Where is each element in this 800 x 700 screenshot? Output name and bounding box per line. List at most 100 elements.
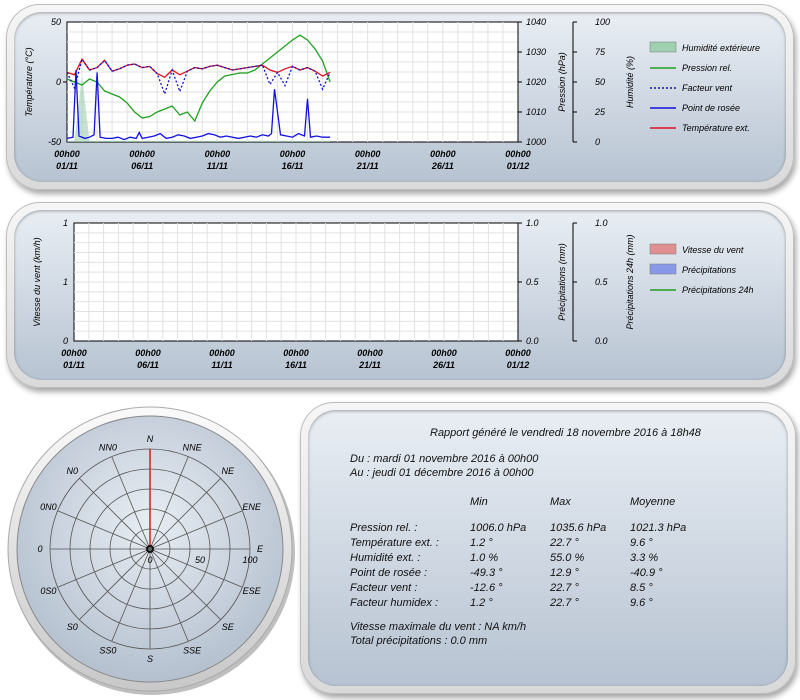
- left-tick-label: 1: [63, 277, 68, 287]
- x-tick-label: 00h00: [357, 348, 383, 358]
- x-tick-label: 06/11: [131, 161, 153, 171]
- rose-spoke: [79, 478, 151, 550]
- rose-direction-label: ENE: [242, 502, 262, 512]
- x-tick-label: 01/12: [507, 360, 530, 370]
- wind-rose: N NNE NE ENE E ESE SE SSE S SS0 S0 0S0 0 0N0 N0 NN0 0 50 1…: [7, 406, 295, 695]
- legend-label: Humidité extérieure: [682, 43, 760, 53]
- legend-label: Pression rel.: [682, 63, 732, 73]
- rose-spoke: [149, 456, 189, 550]
- x-tick-label: 11/11: [211, 360, 232, 370]
- x-tick-label: 26/11: [432, 360, 455, 370]
- right1-tick-label: 1000: [526, 137, 546, 147]
- left-tick-label: 0: [56, 77, 61, 87]
- rose-direction-label: 0S0: [40, 586, 56, 596]
- right1-tick-label: 1010: [526, 107, 546, 117]
- x-tick-label: 11/11: [207, 161, 228, 171]
- rose-direction-label: NNE: [183, 442, 203, 452]
- right2-tick-label: 0.0: [595, 336, 608, 346]
- report-title: Rapport généré le vendredi 18 novembre 2…: [430, 427, 701, 439]
- rose-radial-tick: 0: [147, 555, 152, 565]
- rose-spoke: [57, 510, 151, 550]
- report-cell-min: -12.6 °: [470, 582, 503, 594]
- rose-direction-label: E: [257, 544, 264, 554]
- rose-direction-label: ESE: [243, 586, 262, 596]
- rose-spoke: [111, 548, 151, 642]
- report-cell-max: 22.7 °: [550, 537, 579, 549]
- series-line: [66, 69, 331, 141]
- legend-label: Précipitations 24h: [682, 285, 754, 295]
- x-tick-label: 16/11: [285, 360, 307, 370]
- report-cell-max: 12.9 °: [550, 567, 579, 579]
- x-tick-label: 16/11: [282, 161, 304, 171]
- left-tick-label: 1: [63, 218, 68, 228]
- report-cell-max: 1035.6 hPa: [550, 522, 607, 534]
- x-tick-label: 00h00: [355, 149, 381, 159]
- right2-tick-label: 1.0: [595, 218, 608, 228]
- x-tick-label: 06/11: [137, 360, 159, 370]
- x-tick-label: 21/11: [358, 360, 381, 370]
- report-panel: [300, 402, 796, 694]
- rose-center-dot: [148, 547, 152, 551]
- right1-tick-label: 0.0: [526, 336, 539, 346]
- left-tick-label: 0: [63, 336, 68, 346]
- left-tick-label: -50: [48, 137, 61, 147]
- left-tick-label: 50: [51, 17, 61, 27]
- x-tick-label: 00h00: [135, 348, 161, 358]
- report-cell-label: Humidité ext. :: [350, 552, 421, 564]
- report-cell-avg: 1021.3 hPa: [630, 522, 687, 534]
- report-cell-label: Point de rosée :: [350, 567, 428, 579]
- report-cell-max: 55.0 %: [550, 552, 585, 564]
- report-cell-min: -49.3 °: [470, 567, 503, 579]
- rose-direction-label: SSE: [183, 646, 202, 656]
- weather-chart: 00h00 01/11 00h00 06/11 00h00 11/11 00h00 16/11…: [24, 17, 760, 171]
- x-tick-label: 21/11: [356, 161, 379, 171]
- report-cell-avg: -40.9 °: [630, 567, 663, 579]
- right2-tick-label: 75: [595, 47, 606, 57]
- x-tick-label: 01/12: [507, 161, 530, 171]
- rose-spoke: [149, 548, 243, 588]
- report-cell-label: Pression rel. :: [350, 522, 418, 534]
- report-cell-max: 22.7 °: [550, 597, 579, 609]
- x-tick-label: 00h00: [205, 149, 231, 159]
- report-header-avg: Moyenne: [630, 496, 676, 508]
- report-cell-min: 1.0 %: [470, 552, 499, 564]
- x-tick-label: 01/11: [63, 360, 85, 370]
- rose-radial-tick: 100: [242, 555, 257, 565]
- report-header-max: Max: [550, 496, 571, 508]
- report-header-min: Min: [470, 496, 488, 508]
- x-tick-label: 00h00: [283, 348, 309, 358]
- x-tick-label: 00h00: [430, 149, 456, 159]
- rose-direction-label: NN0: [99, 442, 117, 452]
- x-tick-label: 00h00: [505, 149, 531, 159]
- rose-spoke: [79, 548, 151, 620]
- rose-spoke: [149, 548, 221, 620]
- report-cell-label: Facteur vent :: [350, 582, 418, 594]
- rose-direction-label: N: [147, 434, 154, 444]
- report-cell-avg: 3.3 %: [630, 552, 659, 564]
- right1-tick-label: 1.0: [526, 218, 539, 228]
- report-cell-min: 1.2 °: [470, 597, 493, 609]
- rose-spoke: [149, 510, 243, 550]
- right1-axis-label: Pression (hPa): [557, 52, 567, 112]
- report-cell-avg: 8.5 °: [630, 582, 653, 594]
- rose-direction-label: SE: [222, 622, 235, 632]
- report-cell-avg: 9.6 °: [630, 597, 653, 609]
- legend-label: Précipitations: [682, 265, 737, 275]
- rose-spoke: [149, 478, 221, 550]
- report-total-precip: Total précipitations : 0.0 mm: [350, 635, 488, 647]
- rose-direction-label: S0: [67, 622, 78, 632]
- right2-tick-label: 50: [595, 77, 605, 87]
- legend-label: Point de rosée: [682, 103, 740, 113]
- rose-spoke: [57, 548, 151, 588]
- report-from: Du : mardi 01 novembre 2016 à 00h00: [350, 453, 539, 465]
- x-tick-label: 00h00: [129, 149, 155, 159]
- report-to: Au : jeudi 01 décembre 2016 à 00h00: [350, 467, 534, 479]
- legend-label: Température ext.: [682, 123, 750, 133]
- right1-axis-label: Précipitations (mm): [557, 243, 567, 321]
- x-tick-label: 00h00: [61, 348, 87, 358]
- right2-tick-label: 25: [594, 107, 606, 117]
- rose-direction-label: N0: [66, 466, 78, 476]
- rose-direction-label: 0: [37, 544, 42, 554]
- x-tick-label: 26/11: [431, 161, 454, 171]
- right1-tick-label: 1020: [526, 77, 546, 87]
